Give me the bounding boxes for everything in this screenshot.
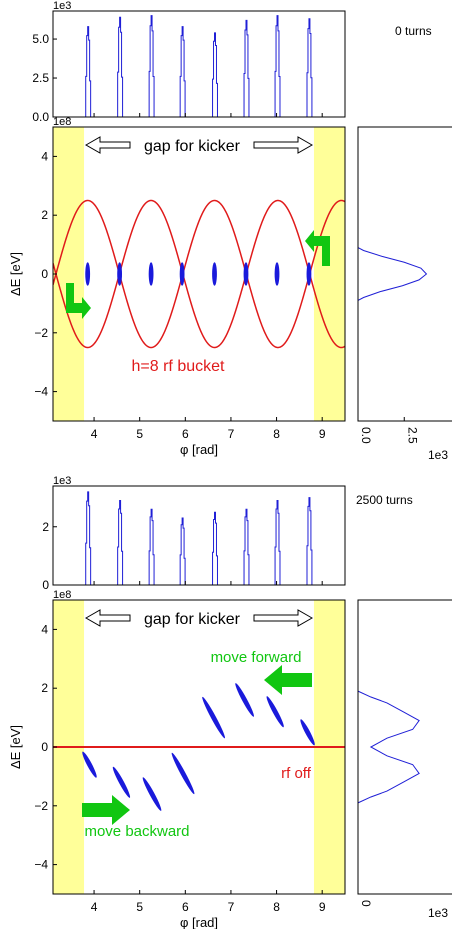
gap-arrow-left — [84, 136, 131, 154]
x-tick-label: 4 — [91, 900, 98, 914]
top-ytick-label: 2 — [42, 520, 49, 534]
rf-bucket-label: h=8 rf bucket — [132, 358, 226, 375]
panel-bottom_2500turns: 0 2 1e3 2500 turns 4 5 6 7 8 9 −4 −2 0 2 4 1e8 φ [rad] ΔE… — [8, 475, 452, 929]
phase-space-scale-label: 1e8 — [53, 116, 71, 128]
side-xtick-label: 2.5 — [405, 427, 419, 444]
x-tick-label: 9 — [319, 427, 326, 441]
x-tick-label: 8 — [273, 427, 280, 441]
y-tick-label: 2 — [41, 208, 48, 222]
y-tick-label: −2 — [34, 326, 48, 340]
gap-arrow-left — [84, 609, 131, 627]
gap-for-kicker-label: gap for kicker — [144, 138, 241, 155]
move-forward-label: move forward — [211, 649, 302, 666]
side-histogram-frame — [357, 126, 452, 422]
rf-off-label: rf off — [281, 765, 312, 782]
bunch-marker — [235, 683, 254, 717]
x-tick-label: 7 — [228, 900, 235, 914]
gap-arrow-right — [253, 136, 314, 154]
y-tick-label: 2 — [41, 681, 48, 695]
rf-bucket-separatrix — [53, 199, 345, 349]
x-tick-label: 7 — [228, 427, 235, 441]
y-tick-label: −4 — [34, 858, 48, 872]
x-axis-label: φ [rad] — [180, 915, 218, 929]
y-tick-label: −2 — [34, 799, 48, 813]
y-tick-label: 0 — [41, 740, 48, 754]
top-ytick-label: 2.5 — [32, 71, 49, 85]
bunch-marker — [112, 766, 131, 798]
x-tick-label: 5 — [136, 900, 143, 914]
bunch-marker — [117, 262, 123, 286]
y-tick-label: 0 — [41, 267, 48, 281]
phase-space-plot — [53, 127, 345, 421]
bunch-marker — [202, 696, 225, 739]
gap-arrow-right — [253, 609, 314, 627]
move-backward-arrow — [82, 795, 130, 825]
bunch-marker — [179, 262, 185, 286]
phase-space-scale-label: 1e8 — [53, 589, 71, 601]
x-tick-label: 9 — [319, 900, 326, 914]
bunch-marker — [171, 752, 195, 795]
green-arrow-left-turn — [305, 230, 330, 266]
kicker-gap-region — [313, 127, 345, 421]
move-backward-label: move backward — [84, 823, 189, 840]
x-tick-label: 6 — [182, 900, 189, 914]
bunch-marker — [274, 262, 280, 286]
side-histogram-frame — [357, 599, 452, 895]
bunch-marker — [148, 262, 154, 286]
top-histogram-frame — [52, 485, 346, 586]
turns-label: 2500 turns — [356, 493, 413, 507]
top-scale-label: 1e3 — [53, 0, 71, 12]
bunch-marker — [82, 751, 97, 778]
side-scale-label: 1e3 — [428, 906, 448, 920]
y-tick-label: −4 — [34, 385, 48, 399]
gap-for-kicker-label: gap for kicker — [144, 611, 241, 628]
y-axis-label: ΔE [eV] — [8, 725, 23, 769]
side-xtick-label: 0.0 — [359, 427, 373, 444]
x-tick-label: 6 — [182, 427, 189, 441]
bunch-marker — [85, 262, 91, 286]
bunch-marker — [266, 696, 284, 728]
x-tick-label: 8 — [273, 900, 280, 914]
side-scale-label: 1e3 — [428, 448, 448, 462]
top-ytick-label: 5.0 — [32, 32, 49, 46]
top-ytick-label: 0 — [42, 578, 49, 592]
rf-bucket-separatrix — [53, 199, 345, 349]
bunch-marker — [212, 262, 217, 286]
top-scale-label: 1e3 — [53, 475, 71, 487]
side-histogram-line — [357, 690, 420, 804]
top-histogram-frame — [52, 10, 346, 118]
side-histogram-line — [357, 247, 428, 301]
phase-space-frame — [52, 126, 346, 422]
kicker-gap-region — [53, 127, 85, 421]
y-axis-label: ΔE [eV] — [8, 252, 23, 296]
bunch-marker — [306, 262, 312, 286]
x-tick-label: 5 — [136, 427, 143, 441]
y-tick-label: 4 — [41, 622, 48, 636]
green-arrow-right-turn — [66, 283, 91, 319]
bunch-marker — [300, 719, 315, 746]
top-ytick-label: 0.0 — [32, 110, 49, 124]
bunch-marker — [142, 777, 162, 811]
x-axis-label: φ [rad] — [180, 442, 218, 457]
top-histogram-line — [73, 15, 323, 118]
bunch-marker — [243, 262, 249, 286]
y-tick-label: 4 — [41, 149, 48, 163]
top-histogram-line — [73, 491, 323, 586]
move-forward-arrow — [264, 665, 312, 695]
panel-top_0turns: 0.0 2.5 5.0 1e3 0 turns 4 5 6 7 8 9 −4 −2 0 2 4 1e8 φ [ra… — [8, 0, 452, 462]
turns-label: 0 turns — [395, 24, 432, 38]
phase-space-plot — [53, 600, 345, 894]
side-xtick-label: 0 — [359, 900, 373, 907]
x-tick-label: 4 — [91, 427, 98, 441]
